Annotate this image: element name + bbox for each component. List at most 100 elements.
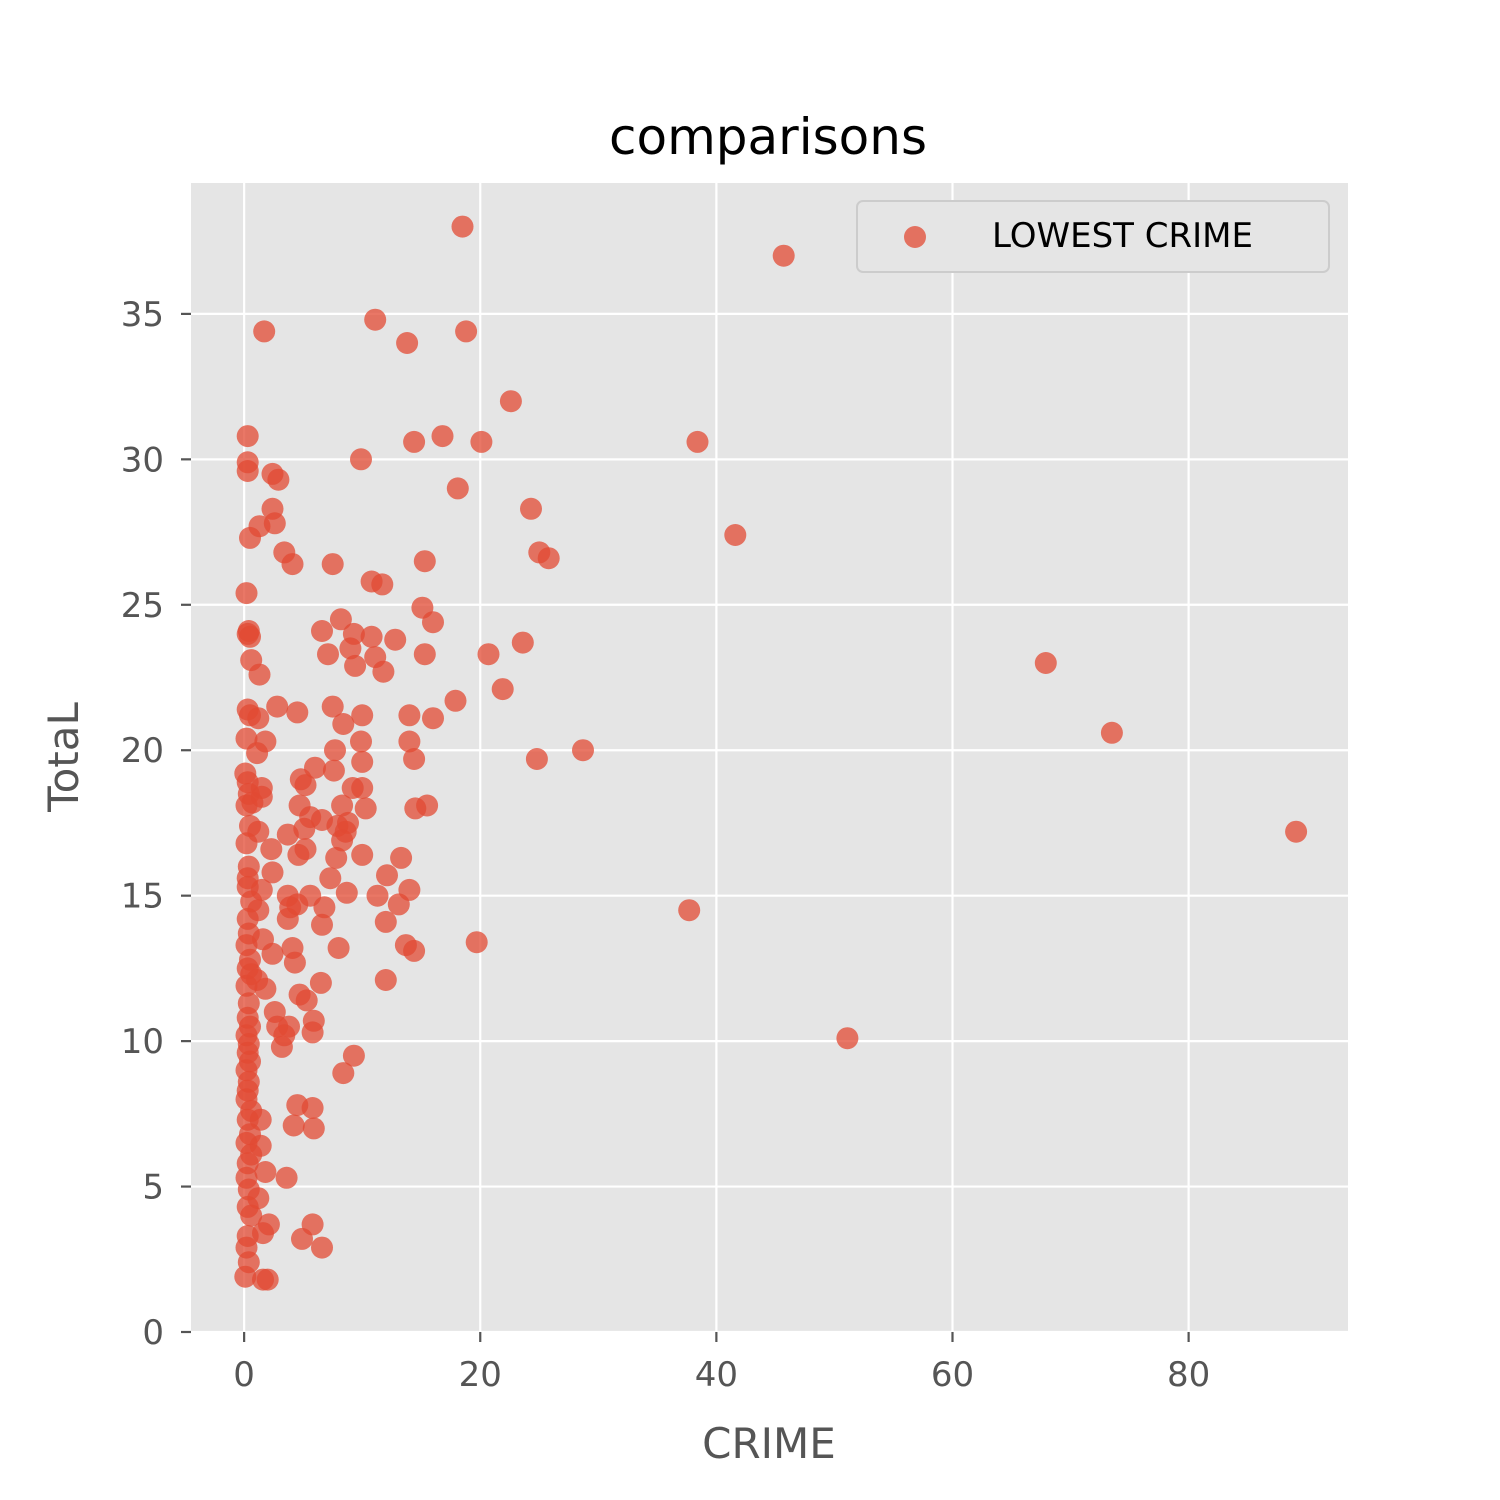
- data-point: [301, 1097, 324, 1119]
- data-point: [351, 843, 374, 866]
- data-point: [294, 838, 317, 861]
- data-point: [331, 794, 354, 817]
- data-point: [319, 867, 342, 890]
- data-point: [266, 695, 289, 718]
- data-point: [371, 573, 394, 596]
- data-point: [248, 663, 271, 686]
- data-point: [511, 631, 534, 654]
- data-point: [256, 1268, 279, 1291]
- data-point: [403, 430, 426, 453]
- legend-label: LOWEST CRIME: [992, 216, 1253, 256]
- data-point: [311, 620, 333, 642]
- data-point: [332, 1062, 355, 1085]
- legend-box: [856, 200, 1330, 273]
- data-point: [253, 320, 276, 343]
- data-point: [281, 553, 304, 576]
- data-point: [413, 643, 436, 666]
- y-tick-label: 5: [142, 1168, 164, 1208]
- data-point: [260, 838, 283, 861]
- data-point: [455, 320, 478, 343]
- data-point: [451, 215, 474, 238]
- data-point: [403, 939, 426, 962]
- data-point: [416, 794, 439, 817]
- data-point: [470, 430, 493, 453]
- data-point: [342, 1044, 365, 1067]
- data-point: [376, 864, 398, 887]
- y-tick-label: 0: [142, 1313, 164, 1353]
- data-point: [317, 643, 339, 666]
- data-point: [321, 695, 344, 718]
- data-point: [235, 794, 258, 817]
- data-point: [235, 974, 258, 997]
- data-point: [276, 823, 299, 846]
- data-point: [398, 730, 421, 753]
- x-tick-label: 20: [459, 1355, 502, 1395]
- data-point: [491, 678, 514, 701]
- data-point: [396, 332, 419, 354]
- data-point: [313, 896, 336, 919]
- data-point: [246, 742, 269, 765]
- data-point: [267, 468, 290, 491]
- x-axis-label: CRIME: [702, 1419, 836, 1468]
- data-point: [311, 1236, 333, 1259]
- data-point: [261, 942, 284, 965]
- data-point: [239, 625, 261, 648]
- data-point: [446, 477, 469, 500]
- data-point: [422, 707, 444, 730]
- data-point: [374, 910, 397, 933]
- data-point: [234, 1265, 257, 1288]
- data-point: [499, 390, 522, 413]
- data-point: [324, 739, 346, 762]
- data-point: [339, 637, 362, 660]
- data-point: [295, 989, 318, 1012]
- x-tick-label: 60: [931, 1355, 974, 1395]
- y-axis-ticks: 0 5 10 15 20 25 30 35: [121, 295, 191, 1353]
- data-point: [261, 861, 284, 884]
- data-point: [240, 1204, 263, 1227]
- x-tick-label: 40: [695, 1355, 738, 1395]
- data-point: [350, 730, 372, 753]
- data-point: [444, 689, 467, 712]
- data-point: [350, 448, 372, 471]
- plot-area: [191, 183, 1348, 1332]
- data-point: [384, 628, 407, 651]
- data-point: [301, 1021, 324, 1044]
- data-point: [293, 817, 316, 840]
- data-point: [398, 704, 421, 727]
- data-point: [282, 1114, 305, 1137]
- data-point: [311, 913, 333, 936]
- data-point: [321, 553, 344, 576]
- data-points: [234, 215, 1308, 1291]
- data-point: [294, 774, 317, 797]
- data-point: [351, 777, 374, 799]
- legend: LOWEST CRIME: [856, 200, 1330, 273]
- data-point: [331, 829, 354, 852]
- data-point: [360, 625, 383, 648]
- data-point: [354, 797, 377, 820]
- data-point: [247, 707, 270, 730]
- data-point: [366, 884, 389, 907]
- y-tick-label: 15: [121, 877, 164, 917]
- data-point: [431, 425, 454, 448]
- data-point: [686, 430, 709, 453]
- y-axis-label: TotaL: [39, 701, 88, 812]
- y-tick-label: 35: [121, 295, 164, 335]
- data-point: [1034, 652, 1057, 674]
- data-point: [344, 654, 367, 677]
- data-point: [325, 846, 348, 869]
- data-point: [332, 713, 355, 735]
- data-point: [235, 832, 258, 855]
- data-point: [724, 524, 747, 546]
- data-point: [329, 608, 352, 631]
- x-tick-label: 80: [1167, 1355, 1210, 1395]
- data-point: [387, 893, 410, 916]
- data-point: [413, 550, 436, 573]
- data-point: [520, 497, 542, 520]
- data-point: [403, 748, 426, 770]
- data-point: [772, 244, 795, 267]
- x-tick-label: 0: [233, 1355, 255, 1395]
- legend-marker: [904, 226, 926, 248]
- data-point: [291, 1227, 313, 1250]
- data-point: [525, 748, 548, 770]
